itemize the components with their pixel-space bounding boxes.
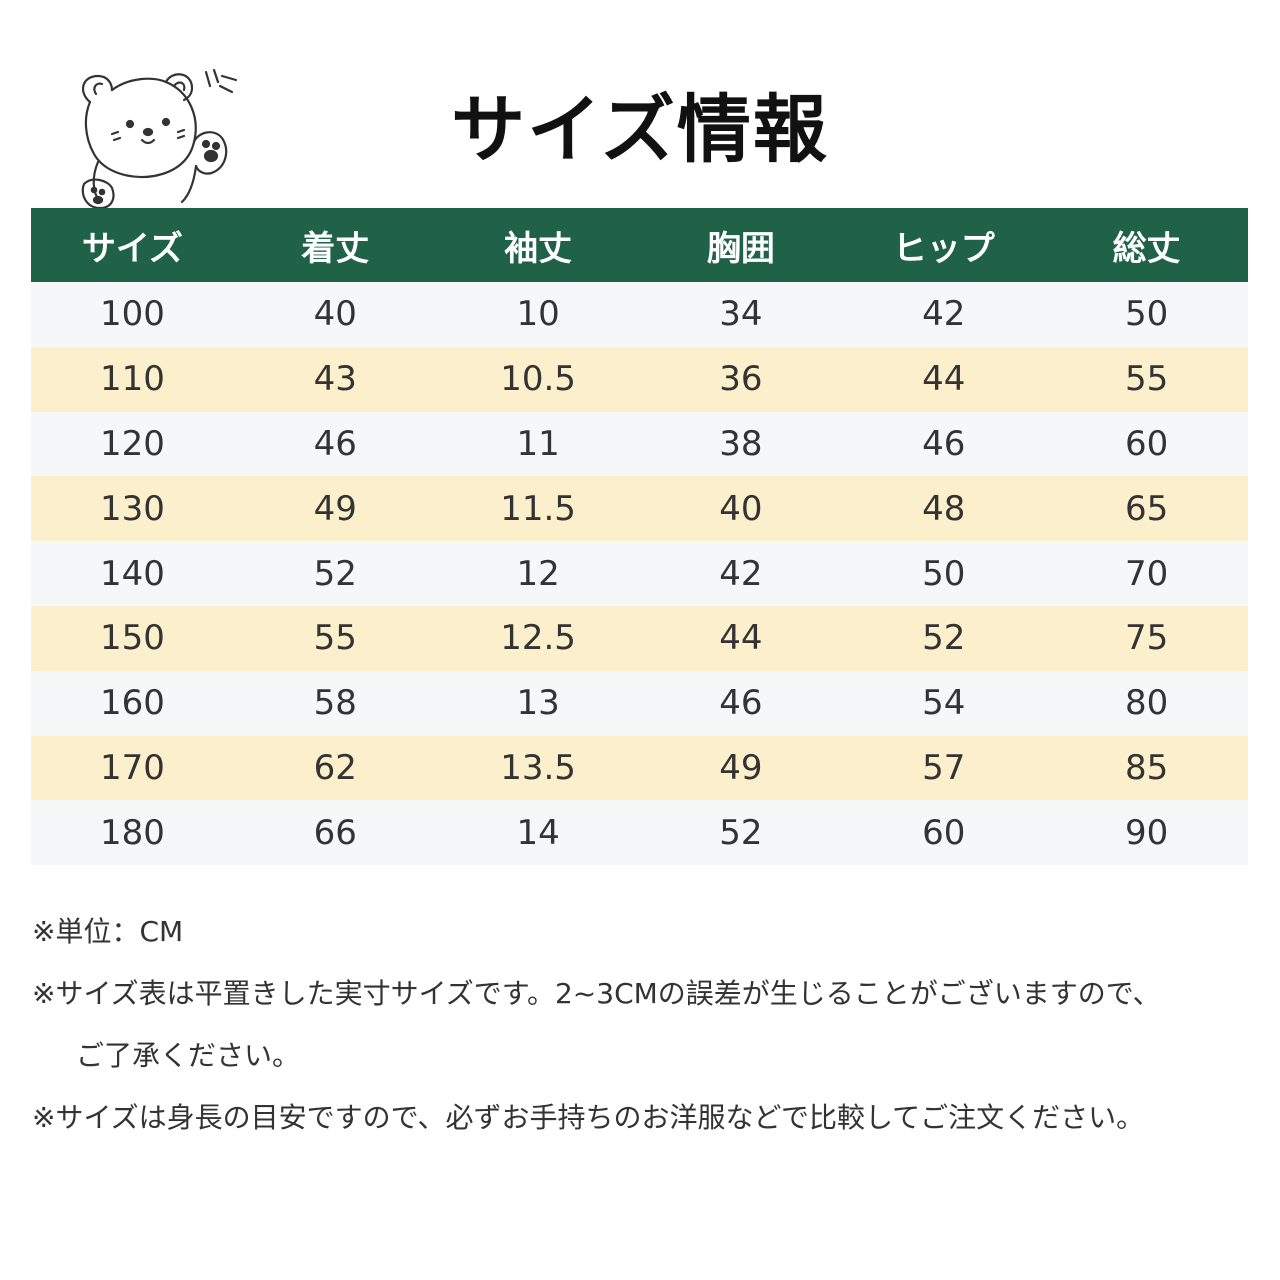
table-cell: 14 — [436, 800, 640, 866]
table-cell: 34 — [639, 282, 843, 347]
table-row: 150 55 12.5 44 52 75 — [31, 605, 1248, 671]
page-title: サイズ情報 — [451, 87, 829, 173]
table-cell: 70 — [1045, 541, 1248, 606]
table-cell: 11 — [436, 411, 640, 477]
table-row: 160 58 13 46 54 80 — [31, 670, 1248, 736]
note-flat-measurement: ※サイズ表は平置きした実寸サイズです。2~3CMの誤差が生じることがございますの… — [32, 977, 1161, 1010]
table-cell: 80 — [1045, 670, 1248, 736]
table-cell: 50 — [1045, 282, 1248, 347]
table-cell: 52 — [233, 541, 437, 606]
table-cell: 10 — [436, 282, 640, 347]
header-body-length: 着丈 — [233, 208, 437, 282]
table-row: 110 43 10.5 36 44 55 — [31, 346, 1248, 412]
table-cell: 46 — [639, 670, 843, 736]
table-cell: 60 — [1045, 411, 1248, 477]
table-cell: 49 — [233, 476, 437, 542]
table-cell: 44 — [842, 346, 1046, 412]
table-row: 170 62 13.5 49 57 85 — [31, 735, 1248, 801]
table-cell: 13 — [436, 670, 640, 736]
table-cell: 66 — [233, 800, 437, 866]
table-cell: 46 — [842, 411, 1046, 477]
size-table: サイズ 着丈 袖丈 胸囲 ヒップ 総丈 100 40 10 34 42 50 1… — [31, 208, 1248, 866]
table-row: 100 40 10 34 42 50 — [31, 282, 1248, 347]
table-cell: 85 — [1045, 735, 1248, 801]
table-cell: 90 — [1045, 800, 1248, 866]
notes-section: ※単位：CM ※サイズ表は平置きした実寸サイズです。2~3CMの誤差が生じること… — [32, 912, 1262, 1160]
header-sleeve-length: 袖丈 — [436, 208, 640, 282]
table-cell: 40 — [233, 282, 437, 347]
table-cell: 42 — [639, 541, 843, 606]
table-cell: 46 — [233, 411, 437, 477]
table-cell: 49 — [639, 735, 843, 801]
header-size: サイズ — [31, 208, 234, 282]
table-cell: 12.5 — [436, 605, 640, 671]
bear-illustration-icon — [81, 68, 238, 210]
table-cell: 52 — [639, 800, 843, 866]
table-cell: 120 — [31, 411, 234, 477]
table-cell: 57 — [842, 735, 1046, 801]
note-unit: ※単位：CM — [32, 915, 184, 948]
table-row: 130 49 11.5 40 48 65 — [31, 476, 1248, 542]
table-cell: 110 — [31, 346, 234, 412]
table-cell: 140 — [31, 541, 234, 606]
table-cell: 180 — [31, 800, 234, 866]
table-cell: 160 — [31, 670, 234, 736]
table-cell: 42 — [842, 282, 1046, 347]
table-cell: 44 — [639, 605, 843, 671]
table-cell: 11.5 — [436, 476, 640, 542]
table-cell: 13.5 — [436, 735, 640, 801]
table-cell: 48 — [842, 476, 1046, 542]
header-hip: ヒップ — [842, 208, 1046, 282]
table-cell: 170 — [31, 735, 234, 801]
header-total-length: 総丈 — [1045, 208, 1248, 282]
table-cell: 36 — [639, 346, 843, 412]
table-row: 120 46 11 38 46 60 — [31, 411, 1248, 477]
table-cell: 65 — [1045, 476, 1248, 542]
table-cell: 43 — [233, 346, 437, 412]
table-cell: 55 — [233, 605, 437, 671]
table-cell: 38 — [639, 411, 843, 477]
table-cell: 52 — [842, 605, 1046, 671]
note-flat-measurement-continued: ご了承ください。 — [76, 1039, 301, 1072]
table-cell: 12 — [436, 541, 640, 606]
table-cell: 75 — [1045, 605, 1248, 671]
table-cell: 10.5 — [436, 346, 640, 412]
note-compare-size: ※サイズは身長の目安ですので、必ずお手持ちのお洋服などで比較してご注文ください。 — [32, 1101, 1145, 1134]
header-chest: 胸囲 — [639, 208, 843, 282]
table-cell: 100 — [31, 282, 234, 347]
table-cell: 55 — [1045, 346, 1248, 412]
table-cell: 50 — [842, 541, 1046, 606]
table-header-row: サイズ 着丈 袖丈 胸囲 ヒップ 総丈 — [31, 208, 1248, 282]
table-cell: 62 — [233, 735, 437, 801]
table-cell: 40 — [639, 476, 843, 542]
table-cell: 130 — [31, 476, 234, 542]
table-cell: 54 — [842, 670, 1046, 736]
table-row: 140 52 12 42 50 70 — [31, 541, 1248, 606]
table-cell: 58 — [233, 670, 437, 736]
table-cell: 150 — [31, 605, 234, 671]
table-cell: 60 — [842, 800, 1046, 866]
table-row: 180 66 14 52 60 90 — [31, 800, 1248, 866]
